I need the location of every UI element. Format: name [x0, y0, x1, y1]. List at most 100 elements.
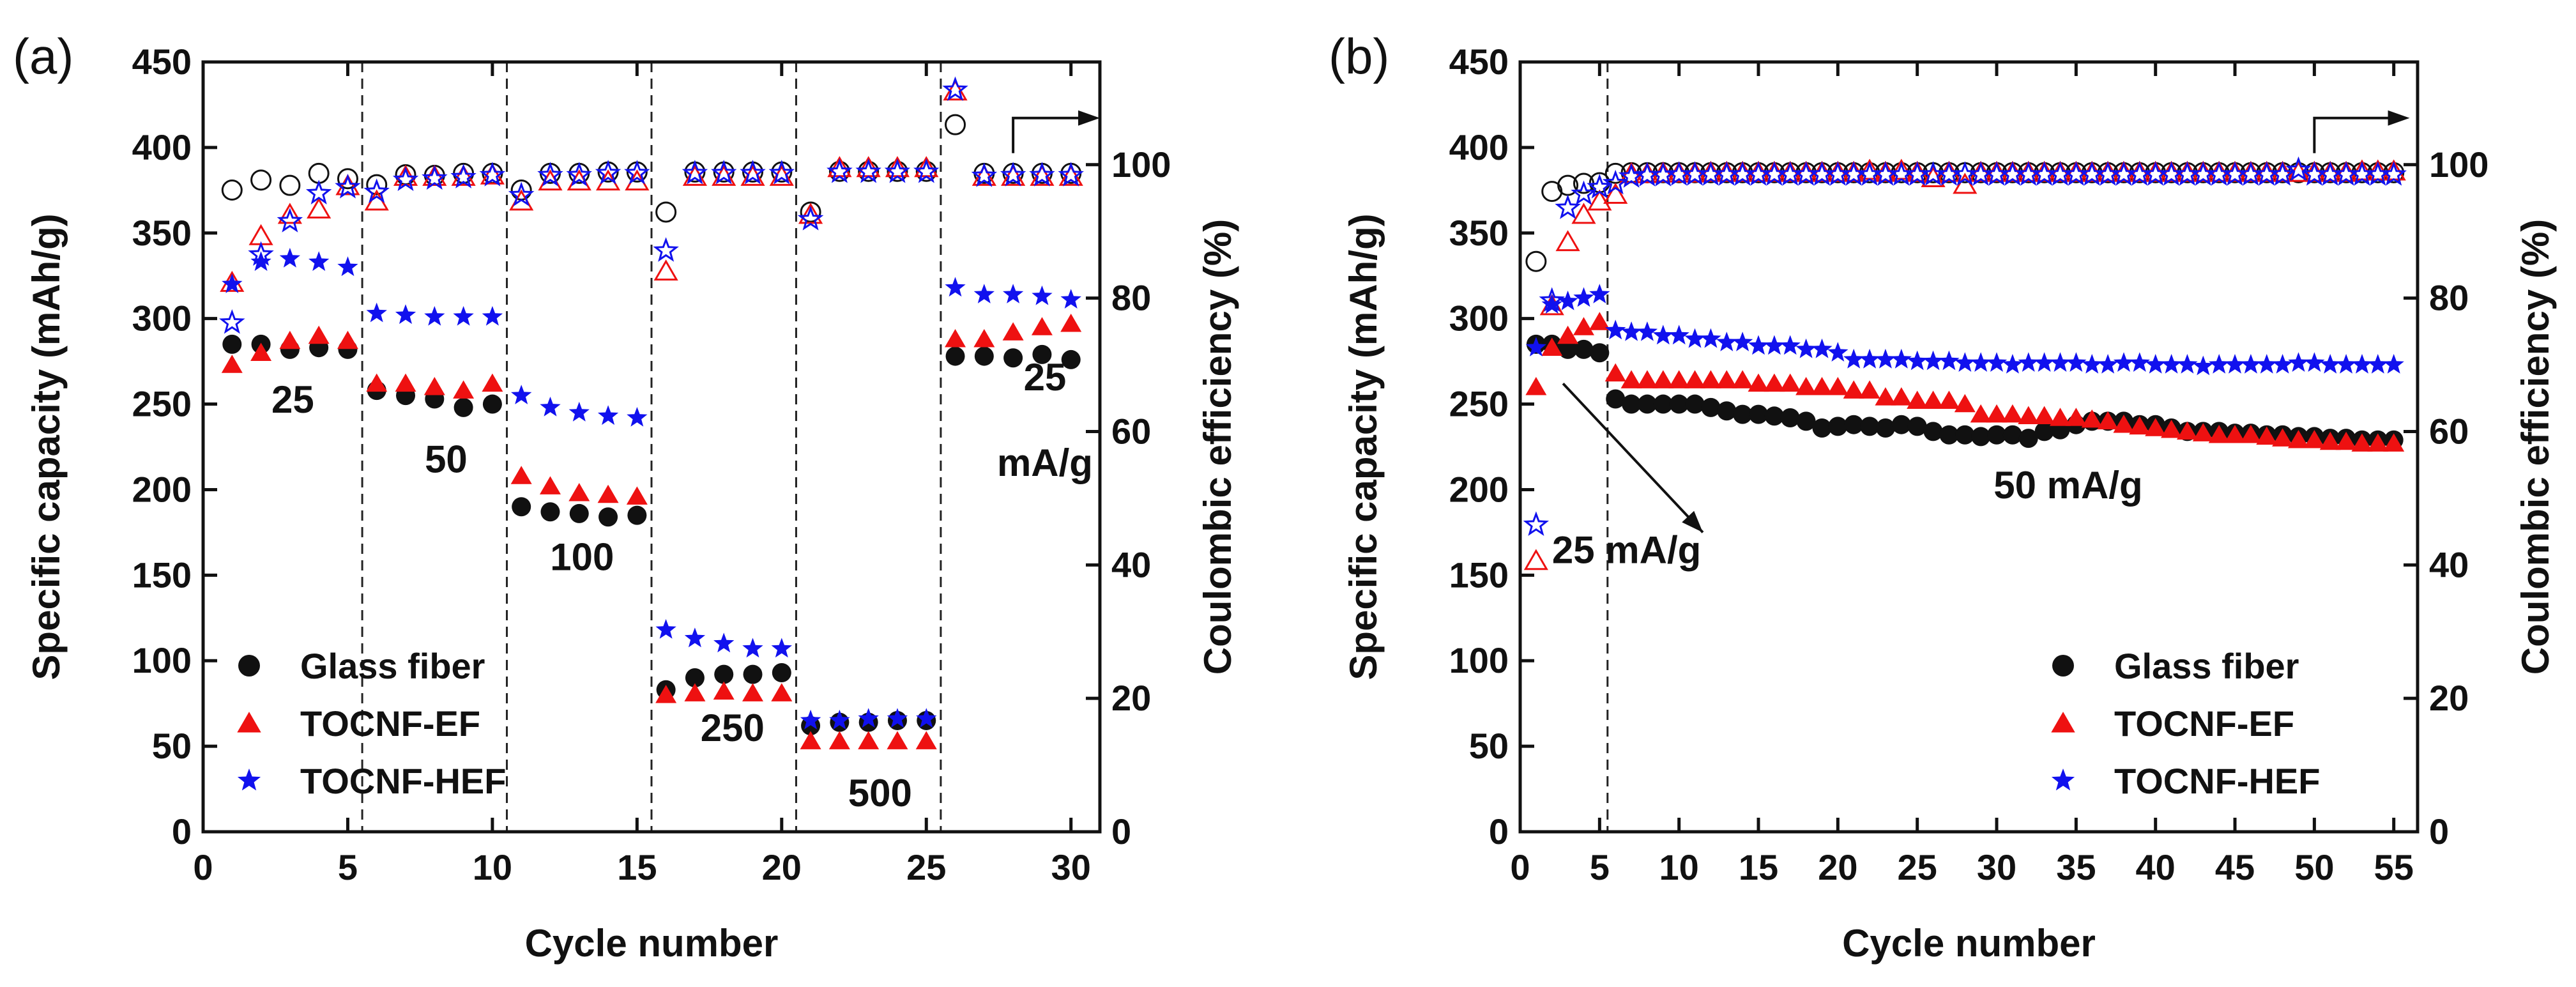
- data-point: [1636, 321, 1658, 341]
- data-point: [1716, 332, 1737, 351]
- data-point: [945, 346, 965, 366]
- data-point: [2256, 426, 2278, 445]
- data-point: [772, 662, 791, 682]
- data-point: [510, 466, 532, 484]
- series-tocnf-hef: [1525, 284, 2404, 376]
- data-point: [1955, 425, 1975, 445]
- data-point: [568, 401, 590, 422]
- data-point: [1780, 408, 1800, 427]
- y-tick-label: 0: [172, 811, 192, 852]
- data-point: [1986, 404, 2008, 423]
- data-point: [1000, 162, 1026, 187]
- rate-label: 25 mA/g: [1552, 529, 1701, 572]
- data-point: [684, 683, 706, 701]
- data-point: [1811, 338, 1833, 358]
- data-point: [1939, 350, 1960, 371]
- legend-label: TOCNF-EF: [300, 703, 480, 744]
- data-point: [337, 330, 358, 349]
- data-point: [1812, 418, 1832, 438]
- data-point: [1669, 394, 1689, 414]
- data-point: [2240, 354, 2262, 374]
- data-point: [2224, 425, 2246, 443]
- data-point: [221, 355, 243, 373]
- data-point: [1555, 230, 1580, 252]
- series-tocnf-hef: [222, 247, 1081, 730]
- data-point: [2145, 418, 2167, 436]
- data-point: [653, 259, 678, 281]
- data-point: [973, 329, 995, 348]
- y2-tick-label: 20: [2429, 678, 2469, 718]
- data-point: [1907, 350, 1928, 371]
- data-point: [858, 731, 880, 749]
- data-point: [222, 334, 242, 354]
- legend: Glass fiber TOCNF-EF TOCNF-HEF: [2051, 646, 2321, 801]
- y-axis-title: Specific capacity (mAh/g): [25, 213, 68, 680]
- data-point: [2320, 354, 2341, 374]
- data-point: [1604, 363, 1626, 382]
- x-tick-label: 10: [1659, 847, 1699, 887]
- data-point: [1907, 390, 1928, 409]
- data-point: [2303, 430, 2325, 448]
- data-point: [740, 160, 766, 185]
- data-point: [2288, 352, 2309, 372]
- data-point: [1716, 370, 1737, 388]
- data-point: [1717, 401, 1737, 421]
- data-point: [1700, 328, 1721, 348]
- data-point: [2018, 406, 2039, 425]
- data-point: [1558, 339, 1578, 359]
- data-point: [742, 683, 764, 701]
- data-point: [771, 683, 793, 701]
- data-point: [482, 373, 503, 392]
- y2-axis-arrowhead: [1078, 110, 1100, 126]
- data-point: [1003, 284, 1024, 303]
- x-tick-label: 30: [1977, 847, 2016, 887]
- data-point: [713, 632, 735, 653]
- data-point: [2065, 408, 2087, 426]
- data-point: [2383, 354, 2404, 374]
- data-point: [655, 619, 676, 639]
- y2-tick-label: 0: [1111, 811, 1131, 852]
- panel-b: (b)0 5 10 15 20 25 30 35 40 45 50 55050100150200250…: [1329, 28, 2557, 965]
- y-tick-label: 350: [1449, 213, 1509, 253]
- data-point: [2256, 354, 2277, 374]
- data-point: [974, 346, 994, 366]
- data-point: [1031, 317, 1053, 335]
- y2-tick-label: 20: [1111, 678, 1151, 718]
- data-point: [1764, 406, 1784, 426]
- legend: Glass fiber TOCNF-EF TOCNF-HEF: [237, 646, 507, 801]
- x-tick-label: 50: [2294, 847, 2334, 887]
- data-point: [942, 76, 968, 102]
- data-point: [827, 158, 853, 183]
- data-point: [1058, 162, 1084, 187]
- rate-label: mA/g: [997, 441, 1093, 484]
- data-point: [1571, 203, 1596, 224]
- data-point: [1923, 350, 1944, 371]
- data-point: [1636, 370, 1658, 388]
- data-point: [511, 385, 532, 404]
- data-point: [335, 174, 360, 195]
- data-point: [597, 405, 619, 425]
- data-point: [2097, 354, 2119, 374]
- data-point: [2240, 425, 2262, 443]
- data-point: [2381, 161, 2407, 186]
- data-point: [1684, 370, 1706, 388]
- data-point: [2335, 354, 2357, 374]
- data-point: [2161, 354, 2182, 374]
- data-point: [2002, 425, 2022, 445]
- data-point: [2002, 354, 2023, 374]
- legend-marker: [2051, 769, 2075, 791]
- data-point: [2351, 354, 2373, 374]
- x-tick-label: 10: [473, 847, 512, 887]
- data-point: [453, 380, 475, 399]
- data-point: [800, 709, 821, 730]
- data-point: [2129, 352, 2150, 372]
- data-point: [1587, 189, 1612, 211]
- data-point: [1060, 289, 1081, 309]
- y-tick-label: 400: [132, 127, 192, 167]
- data-point: [2209, 354, 2230, 374]
- data-point: [250, 342, 272, 361]
- data-point: [1938, 390, 1960, 409]
- data-point: [422, 165, 448, 190]
- data-point: [682, 160, 708, 185]
- y-tick-label: 150: [1449, 555, 1509, 595]
